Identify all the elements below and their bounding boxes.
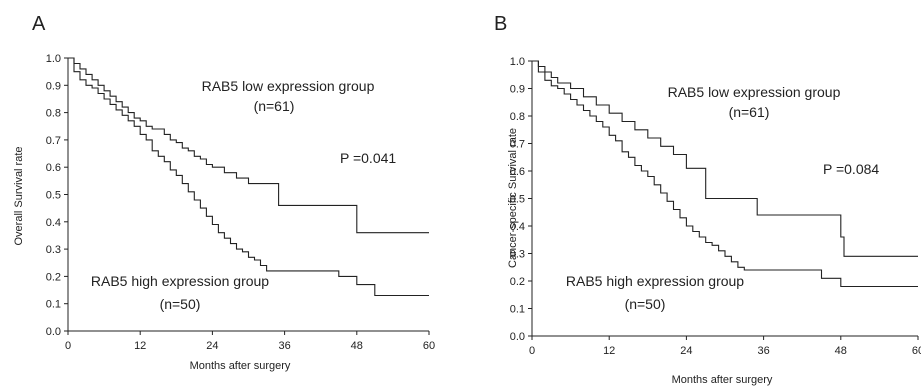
panel-b-letter: B bbox=[494, 13, 507, 35]
panel-b-y-ticks: 0.0 0.1 0.2 0.3 0.4 0.5 0.6 0.7 0.8 0.9 1.0 bbox=[510, 56, 532, 343]
panel-a-y-ticks: 0.0 0.1 0.2 0.3 0.4 0.5 0.6 0.7 0.8 0.9 1.0 bbox=[46, 53, 68, 338]
panel-b-y-tick-label: 1.0 bbox=[510, 56, 525, 68]
panel-a-x-ticks: 0 12 24 36 48 60 bbox=[65, 331, 435, 352]
panel-a-high-group-n: (n=50) bbox=[160, 296, 201, 312]
panel-b-y-tick-label: 0.8 bbox=[510, 111, 525, 123]
panel-b-high-expression-curve bbox=[532, 60, 918, 288]
panel-b-y-tick-label: 0.9 bbox=[510, 84, 525, 96]
panel-a-y-tick-label: 0.6 bbox=[46, 162, 61, 174]
panel-a-low-group-n: (n=61) bbox=[254, 98, 295, 114]
panel-b-p-value: P =0.084 bbox=[823, 161, 879, 177]
panel-a-x-axis-label: Months after surgery bbox=[190, 360, 291, 372]
panel-b-x-tick-label: 60 bbox=[912, 345, 921, 357]
panel-b-x-tick-label: 12 bbox=[603, 345, 615, 357]
panel-a-y-tick-label: 0.8 bbox=[46, 108, 61, 120]
panel-b-low-group-n: (n=61) bbox=[729, 104, 770, 120]
panel-a-y-tick-label: 0.5 bbox=[46, 190, 61, 202]
panel-b-y-tick-label: 0.7 bbox=[510, 139, 525, 151]
panel-b-low-expression-curve bbox=[532, 60, 918, 257]
panel-b-high-group-label: RAB5 high expression group bbox=[566, 273, 744, 289]
panel-a-x-tick-label: 24 bbox=[206, 340, 218, 352]
panel-b-y-tick-label: 0.0 bbox=[510, 331, 525, 343]
panel-b-series bbox=[532, 60, 918, 288]
panel-b: B 0.0 0.1 0.2 0.3 0.4 0.5 0.6 0.7 0.8 0.9 1.0 0 12 2… bbox=[494, 13, 921, 386]
panel-a-y-tick-label: 0.7 bbox=[46, 135, 61, 147]
panel-a-x-tick-label: 60 bbox=[423, 340, 435, 352]
panel-a-y-tick-label: 0.9 bbox=[46, 80, 61, 92]
panel-b-x-tick-label: 24 bbox=[680, 345, 692, 357]
panel-b-y-tick-label: 0.6 bbox=[510, 166, 525, 178]
panel-a-high-expression-curve bbox=[68, 57, 429, 297]
panel-a-low-group-label: RAB5 low expression group bbox=[202, 78, 375, 94]
panel-b-x-axis-label: Months after surgery bbox=[672, 374, 773, 386]
panel-b-y-tick-label: 0.3 bbox=[510, 249, 525, 261]
panel-b-high-group-n: (n=50) bbox=[625, 296, 666, 312]
panel-a-high-group-label: RAB5 high expression group bbox=[91, 273, 269, 289]
panel-a-low-expression-curve bbox=[68, 57, 429, 234]
panel-a-y-tick-label: 0.4 bbox=[46, 217, 61, 229]
panel-b-y-tick-label: 0.2 bbox=[510, 276, 525, 288]
panel-a-y-tick-label: 0.1 bbox=[46, 299, 61, 311]
panel-a: A 0.0 0.1 0.2 0.3 0.4 0.5 0.6 0.7 0.8 0.9 1.0 0 12 2… bbox=[13, 13, 435, 372]
panel-b-x-tick-label: 0 bbox=[529, 345, 535, 357]
panel-a-series bbox=[68, 57, 429, 297]
panel-a-y-tick-label: 0.3 bbox=[46, 244, 61, 256]
panel-b-x-ticks: 0 12 24 36 48 60 bbox=[529, 336, 921, 357]
panel-a-letter: A bbox=[32, 13, 46, 35]
panel-a-y-axis-label: Overall Survival rate bbox=[13, 146, 25, 245]
panel-b-y-axis-label: Cancer-specific Survival rate bbox=[507, 128, 519, 268]
panel-a-x-tick-label: 12 bbox=[134, 340, 146, 352]
panel-a-y-tick-label: 0.0 bbox=[46, 326, 61, 338]
panel-a-p-value: P =0.041 bbox=[340, 150, 396, 166]
panel-a-y-tick-label: 1.0 bbox=[46, 53, 61, 65]
panel-a-x-tick-label: 0 bbox=[65, 340, 71, 352]
panel-b-y-tick-label: 0.5 bbox=[510, 194, 525, 206]
panel-a-x-tick-label: 48 bbox=[351, 340, 363, 352]
panel-b-low-group-label: RAB5 low expression group bbox=[668, 84, 841, 100]
panel-b-y-tick-label: 0.4 bbox=[510, 221, 525, 233]
panel-b-x-tick-label: 48 bbox=[835, 345, 847, 357]
panel-a-x-tick-label: 36 bbox=[278, 340, 290, 352]
panel-b-x-tick-label: 36 bbox=[757, 345, 769, 357]
panel-b-y-tick-label: 0.1 bbox=[510, 304, 525, 316]
panel-a-y-tick-label: 0.2 bbox=[46, 271, 61, 283]
